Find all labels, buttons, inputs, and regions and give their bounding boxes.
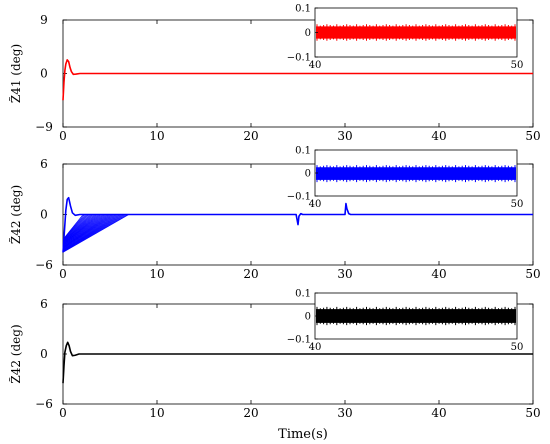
x-tick-label: 10: [149, 406, 164, 420]
inset-y-tick-label: −0.1: [287, 192, 311, 203]
inset-x-tick-label: 40: [309, 342, 322, 353]
inset-y-tick-label: 0.1: [295, 146, 311, 157]
y-tick-label: 6: [40, 157, 48, 171]
x-tick-label: 40: [431, 406, 446, 420]
decay-trace: [62, 214, 84, 240]
y-tick-label: −9: [35, 120, 53, 134]
decay-trace: [62, 214, 94, 243]
decay-trace: [62, 214, 116, 249]
decay-trace: [62, 214, 114, 249]
x-tick-label: 30: [337, 406, 352, 420]
y-tick-label: 0: [40, 347, 48, 361]
y-tick-label: 6: [40, 297, 48, 311]
x-tick-label: 0: [59, 129, 67, 143]
inset-plot: −0.1 0 0.1 40 50: [287, 4, 524, 72]
inset-y-tick-label: 0: [305, 312, 311, 323]
x-tick-label: 0: [59, 267, 67, 281]
decay-trace: [62, 214, 129, 253]
decay-trace: [62, 214, 121, 251]
y-tick-label: 0: [40, 208, 48, 222]
decay-trace: [62, 214, 102, 245]
inset-x-tick-label: 40: [309, 60, 322, 71]
y-tick-label: 9: [40, 13, 48, 27]
decay-trace: [62, 214, 106, 247]
decay-trace: [62, 214, 96, 244]
x-tick-label: 20: [243, 406, 258, 420]
x-tick-label: 40: [431, 129, 446, 143]
decay-trace: [62, 214, 109, 247]
decay-trace: [62, 214, 105, 246]
inset-y-tick-label: 0: [305, 169, 311, 180]
decay-trace: [62, 214, 123, 251]
y-axis-label: Z̃42 (deg): [8, 324, 23, 383]
inset-y-tick-label: −0.1: [287, 53, 311, 64]
inset-plot: −0.1 0 0.1 40 50: [287, 289, 524, 354]
x-tick-label: 10: [149, 267, 164, 281]
decay-trace: [62, 214, 95, 243]
chart-panel-2: 0 10 20 30 40 50 −6 0 6 Z̃42 (deg) −0.1 0 0.1 40 50: [8, 146, 541, 282]
inset-x-tick-label: 40: [309, 199, 322, 210]
inset-oscillation-spikes: [316, 165, 516, 183]
x-tick-label: 30: [337, 267, 352, 281]
y-axis-label: Z̃41 (deg): [8, 44, 23, 103]
decay-trace: [62, 214, 98, 244]
series-line: [62, 341, 533, 384]
x-tick-label: 30: [337, 129, 352, 143]
inset-x-tick-label: 50: [511, 60, 524, 71]
decay-trace: [62, 214, 113, 248]
y-tick-label: −6: [35, 258, 53, 272]
x-tick-label: 0: [59, 406, 67, 420]
inset-oscillation-spikes: [316, 24, 516, 41]
y-axis-label: Z̃42 (deg): [8, 185, 23, 244]
chart-panel-3: 0 10 20 30 40 50 −6 0 6 Z̃42 (deg) −0.1 0 0.1 40 50: [8, 289, 541, 421]
y-tick-label: 0: [40, 67, 48, 81]
inset-y-tick-label: 0.1: [295, 289, 311, 300]
inset-y-tick-label: 0.1: [295, 4, 311, 15]
decay-trace: [62, 214, 120, 250]
x-tick-label: 10: [149, 129, 164, 143]
decay-trace: [62, 214, 85, 241]
decay-trace: [62, 214, 107, 247]
decay-trace: [62, 214, 89, 242]
x-tick-label: 40: [431, 267, 446, 281]
series-line: [62, 196, 533, 253]
inset-y-tick-label: 0: [305, 28, 311, 39]
x-tick-label: 50: [525, 129, 540, 143]
inset-oscillation-spikes: [316, 306, 516, 326]
decay-trace: [62, 214, 117, 250]
y-tick-label: −6: [35, 397, 53, 411]
inset-y-tick-label: −0.1: [287, 335, 311, 346]
decay-trace: [62, 214, 103, 246]
decay-trace: [62, 214, 88, 241]
decay-trace: [62, 214, 91, 242]
decay-trace: [62, 214, 110, 248]
decay-trace: [62, 214, 100, 245]
inset-x-tick-label: 50: [511, 342, 524, 353]
decay-trace: [62, 214, 99, 245]
chart-panel-1: 0 10 20 30 40 50 −9 0 9 Z̃41 (deg) −0.1 0 0.1 40 50: [8, 4, 541, 144]
decay-trace: [62, 214, 118, 250]
x-tick-label: 20: [243, 129, 258, 143]
decay-trace: [62, 214, 124, 252]
decay-trace: [62, 214, 125, 252]
decay-trace: [62, 214, 112, 248]
decay-trace: [62, 214, 87, 241]
x-tick-label: 20: [243, 267, 258, 281]
x-tick-label: 50: [525, 267, 540, 281]
decay-trace: [62, 214, 92, 243]
inset-plot: −0.1 0 0.1 40 50: [287, 146, 524, 211]
decay-trace: [62, 214, 127, 252]
x-axis-label: Time(s): [278, 427, 328, 442]
decay-trace: [62, 214, 128, 253]
inset-x-tick-label: 50: [511, 199, 524, 210]
series-line: [62, 59, 533, 101]
x-tick-label: 50: [525, 406, 540, 420]
